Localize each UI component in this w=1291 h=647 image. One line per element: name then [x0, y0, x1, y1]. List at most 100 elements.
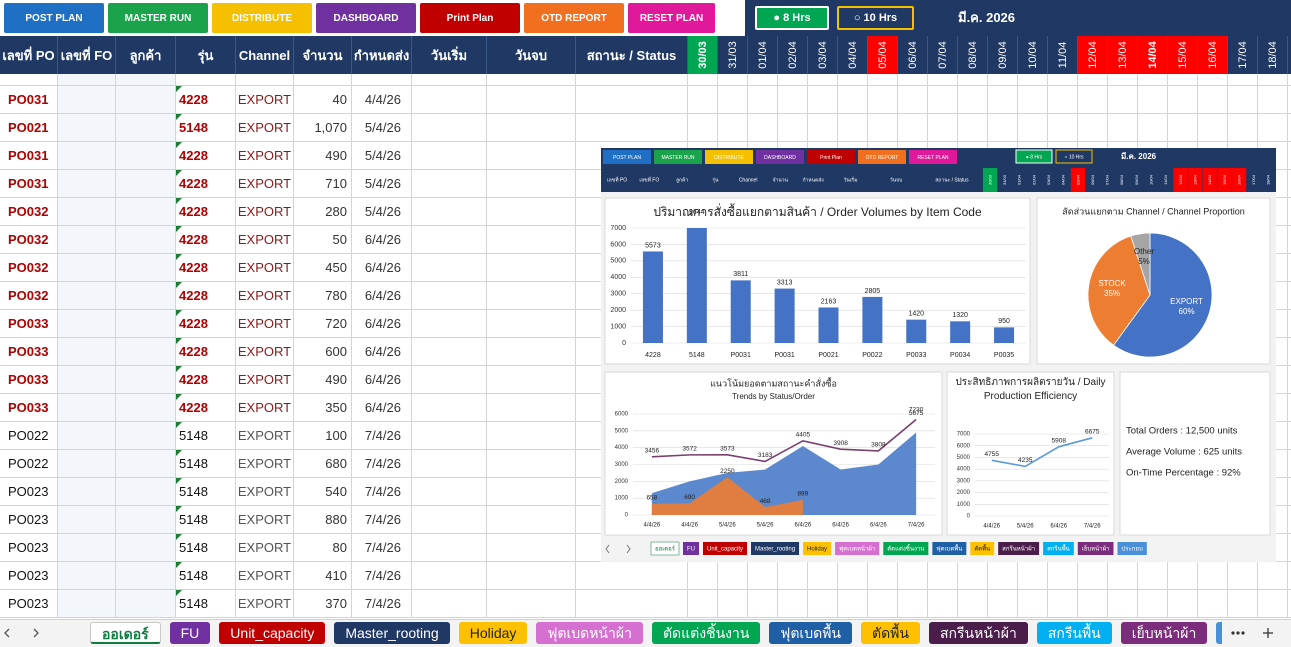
model: 4228 [176, 338, 236, 366]
mini-date-label: 30/03 [987, 174, 992, 185]
y-tick-label: 3000 [957, 478, 971, 484]
point-label: 3908 [833, 440, 848, 447]
cell [412, 422, 487, 450]
mini-date-label: 11/04 [1163, 174, 1168, 184]
sheet-tab[interactable]: Holiday [458, 622, 528, 644]
cell [487, 170, 576, 198]
toolbar-button[interactable]: Print Plan [420, 3, 520, 33]
point-label: 3183 [758, 452, 773, 459]
date-grid-row [688, 562, 1291, 590]
model: 5148 [176, 506, 236, 534]
bar-value-label: 1320 [952, 312, 968, 319]
toolbar-button[interactable]: POST PLAN [4, 3, 104, 33]
cell [116, 338, 176, 366]
cell [576, 114, 688, 142]
more-dot[interactable] [1241, 631, 1245, 635]
toolbar-button[interactable]: RESET PLAN [628, 3, 715, 33]
cell [487, 590, 576, 618]
cell [58, 114, 116, 142]
cell [116, 170, 176, 198]
cell [116, 282, 176, 310]
quantity: 370 [294, 590, 352, 618]
hours-option[interactable]: ● 8 Hrs [755, 6, 829, 30]
mini-tab [1117, 542, 1147, 555]
y-tick-label: 0 [967, 514, 971, 520]
toolbar-button[interactable]: MASTER RUN [108, 3, 208, 33]
quantity: 410 [294, 562, 352, 590]
sheet-tab[interactable]: ฟุตเบดหน้าผ้า [536, 622, 643, 644]
due-date: 7/4/26 [352, 422, 412, 450]
sheet-tab[interactable]: สกรีนหน้าผ้า [928, 622, 1028, 644]
mini-date-label: 04/04 [1061, 174, 1066, 185]
mini-tab [650, 541, 680, 556]
cell [116, 590, 176, 618]
mini-date [1026, 168, 1042, 192]
sheet-tab[interactable]: ตัดพื้น [861, 622, 920, 644]
scroll-right[interactable] [33, 628, 39, 638]
point-label: 4405 [796, 432, 811, 439]
more-dot[interactable] [1236, 631, 1240, 635]
date-header: 05/04 [868, 36, 898, 74]
due-date: 5/4/26 [352, 198, 412, 226]
cell [236, 74, 294, 86]
y-tick-label: 1000 [615, 496, 629, 502]
date-header: 06/04 [898, 36, 928, 74]
scroll-left[interactable] [4, 628, 10, 638]
mini-date-label: 17/04 [1251, 174, 1256, 185]
date-header: 02/04 [778, 36, 808, 74]
mini-date-label: 01/04 [1017, 174, 1022, 185]
slice-label: STOCK [1098, 279, 1126, 288]
add-sheet[interactable] [1263, 628, 1273, 638]
more-dot[interactable] [1231, 631, 1235, 635]
slice-label: EXPORT [1170, 297, 1203, 306]
cell [116, 86, 176, 114]
tab-actions[interactable] [1228, 620, 1288, 646]
cell [487, 534, 576, 562]
chart-title: แนวโน้มยอดตามสถานะคำสั่งซื้อ [710, 376, 837, 388]
toolbar-button[interactable]: DISTRIBUTE [212, 3, 312, 33]
cell [487, 226, 576, 254]
toolbar-button[interactable]: OTD REPORT [524, 3, 624, 33]
sheet-tab[interactable]: เย็บหน้าผ้า [1120, 622, 1208, 644]
cell [352, 74, 412, 86]
y-tick-label: 6000 [957, 443, 971, 449]
sheet-tab[interactable]: สกรีนพื้น [1036, 622, 1112, 644]
x-tick-label: 6/4/26 [1050, 524, 1067, 530]
hours-option[interactable]: ○ 10 Hrs [837, 6, 914, 30]
panel [946, 371, 1115, 536]
mini-tab [932, 542, 967, 555]
toolbar-button[interactable]: DASHBOARD [316, 3, 416, 33]
cell [58, 310, 116, 338]
mini-column-header: เลขที่ FO [639, 176, 659, 183]
note-marker [176, 450, 182, 456]
channel: EXPORT [236, 422, 294, 450]
date-header: 13/04 [1108, 36, 1138, 74]
channel: EXPORT [236, 254, 294, 282]
sheet-tab[interactable]: ออเดอร์ [90, 622, 161, 644]
y-tick-label: 6000 [615, 412, 629, 418]
mini-date [1041, 168, 1056, 192]
sheet-tab[interactable]: ประกอบ [1216, 622, 1222, 644]
sheet-tab[interactable]: ฟุตเบดพื้น [769, 622, 852, 644]
due-date: 6/4/26 [352, 226, 412, 254]
po-number: PO023 [0, 562, 58, 590]
tab-scroll-arrows[interactable] [0, 620, 70, 646]
sheet-tab[interactable]: Unit_capacity [219, 622, 326, 644]
mini-button [807, 150, 855, 164]
cell [116, 254, 176, 282]
date-label: 06/04 [906, 41, 919, 69]
sheet-tab[interactable]: ตัดแต่งชิ้นงาน [651, 622, 761, 644]
bar [774, 288, 795, 343]
column-header: ลูกค้า [116, 36, 176, 74]
date-label: 30/03 [696, 41, 709, 69]
cell [58, 170, 116, 198]
column-header: กำหนดส่ง [352, 36, 412, 74]
sheet-tab[interactable]: Master_rooting [334, 622, 450, 644]
date-label: 13/04 [1116, 41, 1129, 69]
quantity: 720 [294, 310, 352, 338]
point-label: 7230 [909, 407, 924, 414]
cell [412, 226, 487, 254]
mini-month: มี.ค. 2026 [1121, 151, 1157, 161]
sheet-tab[interactable]: FU [169, 622, 211, 644]
column-header: เลขที่ FO [58, 36, 116, 74]
